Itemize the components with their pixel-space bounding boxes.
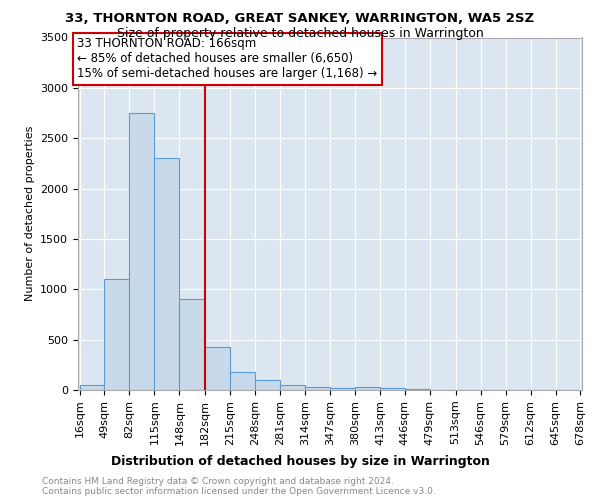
Bar — [205, 346, 230, 390]
Text: 33 THORNTON ROAD: 166sqm
← 85% of detached houses are smaller (6,650)
15% of sem: 33 THORNTON ROAD: 166sqm ← 85% of detach… — [77, 38, 377, 80]
Text: 33, THORNTON ROAD, GREAT SANKEY, WARRINGTON, WA5 2SZ: 33, THORNTON ROAD, GREAT SANKEY, WARRING… — [65, 12, 535, 26]
Bar — [280, 385, 305, 390]
Bar — [330, 388, 355, 390]
Bar — [355, 387, 380, 390]
Bar — [104, 279, 130, 390]
Text: Contains HM Land Registry data © Crown copyright and database right 2024.: Contains HM Land Registry data © Crown c… — [42, 478, 394, 486]
Bar — [179, 300, 205, 390]
Text: Size of property relative to detached houses in Warrington: Size of property relative to detached ho… — [116, 28, 484, 40]
Y-axis label: Number of detached properties: Number of detached properties — [25, 126, 35, 302]
Bar — [305, 387, 330, 390]
Bar — [154, 158, 179, 390]
Bar — [80, 385, 104, 390]
Bar — [230, 372, 255, 390]
Bar — [130, 113, 154, 390]
Text: Distribution of detached houses by size in Warrington: Distribution of detached houses by size … — [110, 455, 490, 468]
Bar — [255, 380, 280, 390]
Bar — [380, 388, 405, 390]
Text: Contains public sector information licensed under the Open Government Licence v3: Contains public sector information licen… — [42, 488, 436, 496]
